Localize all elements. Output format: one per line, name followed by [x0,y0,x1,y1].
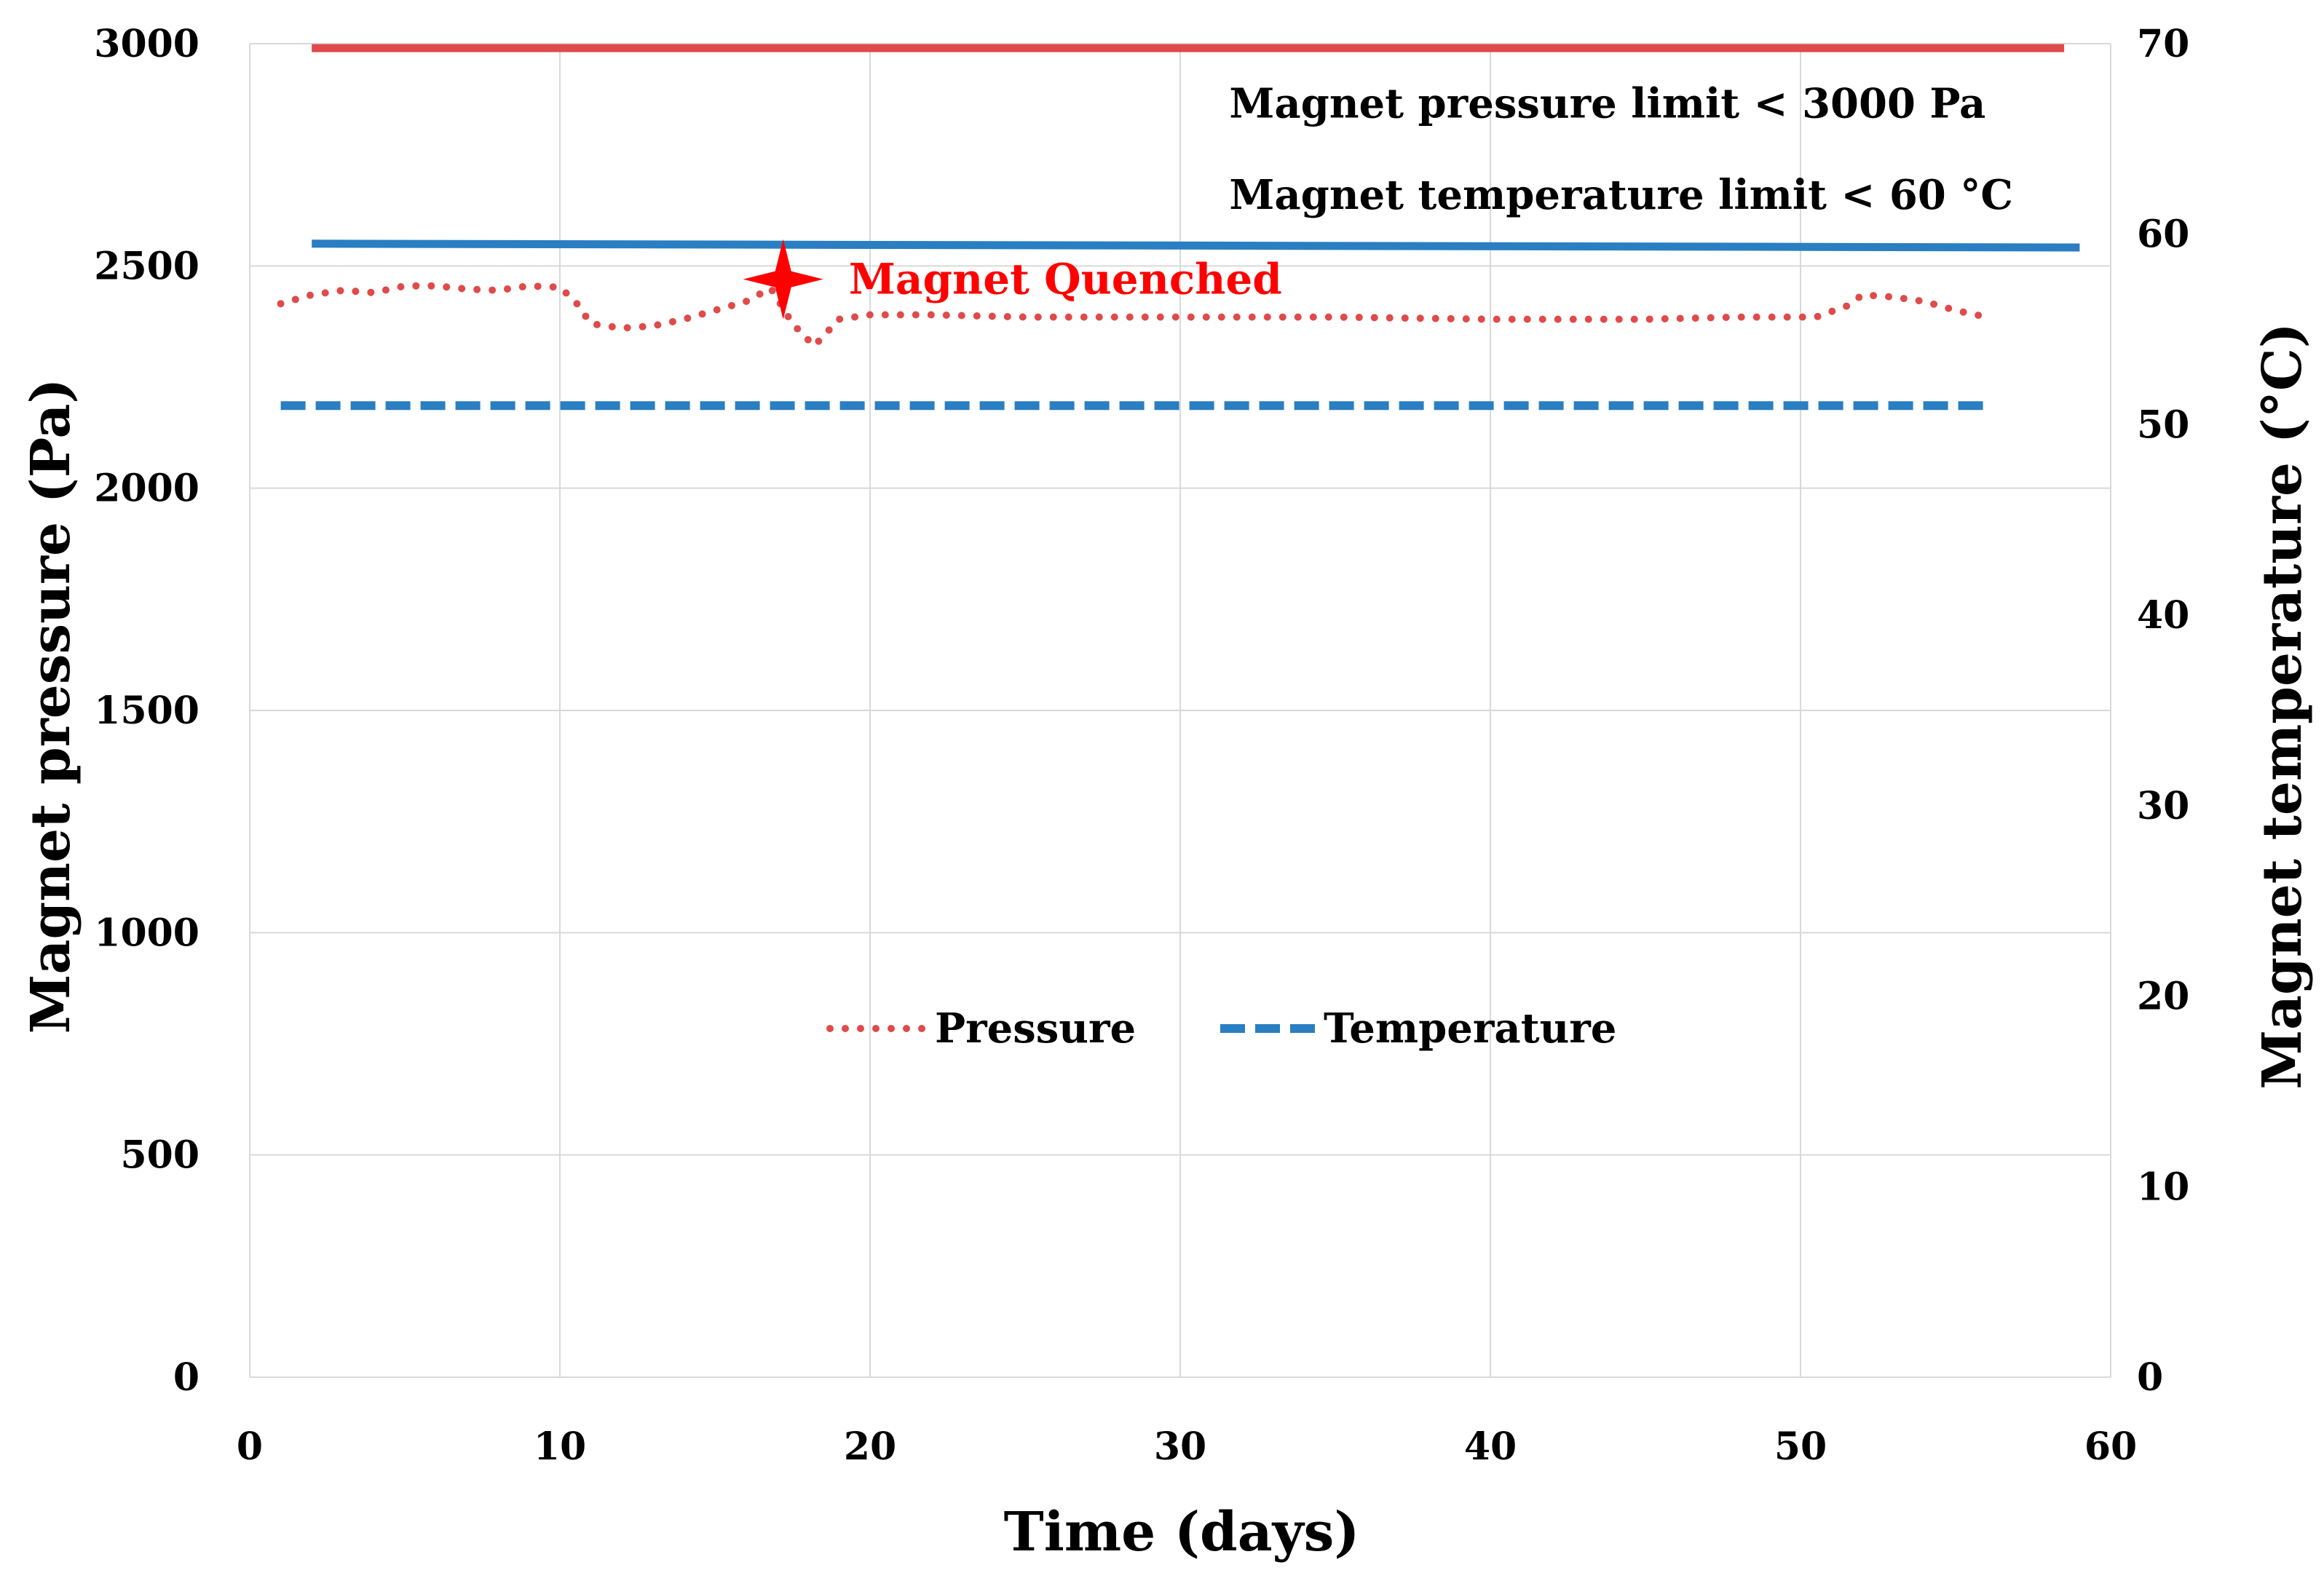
y-tick-label: 2000 [94,467,199,511]
legend-temperature-label: Temperature [1324,1004,1616,1053]
x-tick-label: 0 [237,1424,263,1469]
y2-tick-label: 30 [2137,784,2189,828]
y-tick-label: 0 [173,1355,199,1400]
y-tick-label: 500 [120,1133,199,1178]
y2-axis-title: Magnet temperature (°C) [2251,322,2314,1090]
x-tick-label: 60 [2084,1424,2137,1469]
tick-labels: 0 500 1000 1500 2000 2500 3000 0 10 20 30 40 50 60 70 0… [94,22,2189,1469]
y-tick-label: 2500 [94,244,199,288]
y2-tick-label: 70 [2137,22,2189,66]
y-tick-label: 1500 [94,689,199,733]
y2-tick-label: 50 [2137,403,2189,447]
y-tick-label: 3000 [94,22,199,66]
limit-lines [312,44,2080,252]
y2-tick-label: 10 [2137,1165,2189,1209]
quench-star-icon [743,239,823,320]
y-tick-label: 1000 [94,911,199,955]
gridlines [249,43,2111,1378]
x-tick-label: 30 [1154,1424,1206,1469]
legend-pressure-label: Pressure [935,1004,1136,1053]
y2-tick-label: 0 [2137,1355,2163,1400]
y-axis-title: Magnet pressure (Pa) [20,379,82,1034]
temperature-limit-annotation: Magnet temperature limit < 60 °C [1229,171,2013,219]
x-axis-title: Time (days) [1004,1501,1360,1564]
x-tick-label: 20 [844,1424,896,1469]
y2-tick-label: 60 [2137,213,2189,257]
x-tick-label: 40 [1464,1424,1517,1469]
quench-event-label: Magnet Quenched [849,255,1282,304]
legend: Pressure Temperature [826,1004,1616,1053]
series-magnet-temperature-limit [312,239,2080,252]
y2-tick-label: 40 [2137,593,2189,638]
x-tick-label: 10 [534,1424,586,1469]
y2-tick-label: 20 [2137,975,2189,1019]
pressure-limit-annotation: Magnet pressure limit < 3000 Pa [1229,80,1985,128]
x-tick-label: 50 [1774,1424,1827,1469]
